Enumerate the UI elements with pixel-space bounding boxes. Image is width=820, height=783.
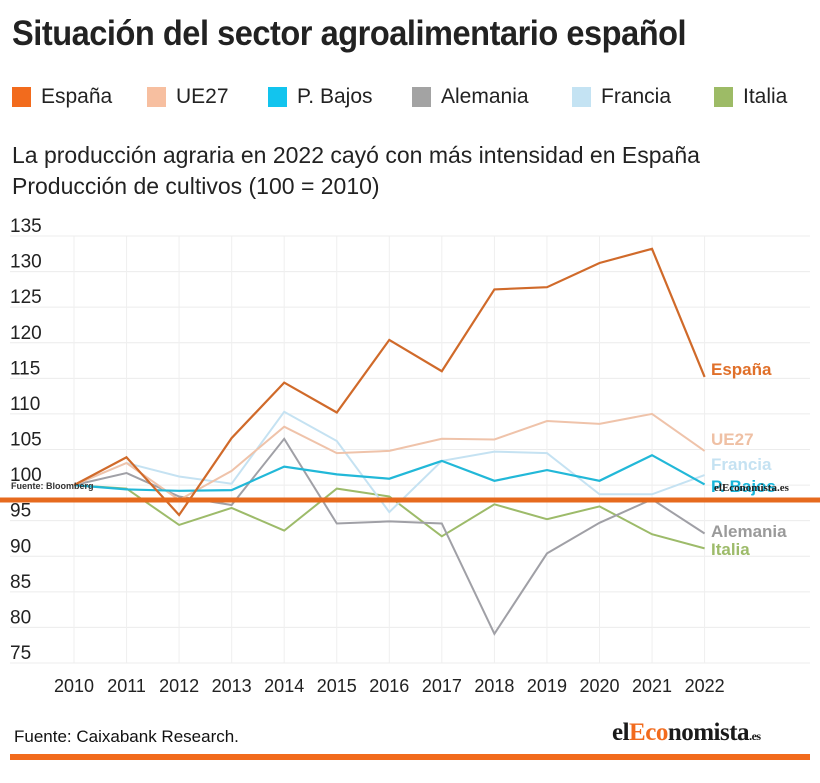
x-tick-label: 2017 <box>422 676 462 696</box>
y-tick-label: 130 <box>10 252 42 273</box>
y-tick-label: 95 <box>10 501 31 522</box>
legend-swatch-espana <box>12 87 31 107</box>
y-tick-label: 85 <box>10 572 31 593</box>
y-tick-label: 90 <box>10 536 31 557</box>
logo-el: el <box>612 719 630 746</box>
x-tick-label: 2014 <box>264 676 304 696</box>
y-tick-label: 125 <box>10 287 42 308</box>
legend-label: España <box>41 85 113 108</box>
series-lines <box>73 247 706 636</box>
legend-item-alemania: Alemania <box>412 85 529 109</box>
y-tick-label: 110 <box>10 394 40 415</box>
end-label-italia: Italia <box>711 540 750 559</box>
chart-subtitle: La producción agraria en 2022 cayó con m… <box>12 142 700 168</box>
legend-label: Francia <box>601 85 672 108</box>
legend-item-espana: España <box>12 85 112 109</box>
grid <box>10 235 810 664</box>
overlay-source-text: Fuente: Bloomberg <box>11 481 94 491</box>
legend-item-ue27: UE27 <box>147 85 229 109</box>
logo-nomista: nomista <box>667 719 750 746</box>
y-tick-label: 120 <box>10 323 42 344</box>
legend-item-francia: Francia <box>572 85 671 109</box>
end-label-alemania: Alemania <box>711 522 787 541</box>
legend-label: Alemania <box>441 85 529 108</box>
legend-label: Italia <box>743 85 788 108</box>
end-label-p-bajos: P. Bajos <box>711 477 776 496</box>
x-tick-label: 2016 <box>369 676 409 696</box>
x-tick-label: 2020 <box>579 676 619 696</box>
series-line-italia <box>73 484 705 550</box>
logo-tld: .es <box>749 729 761 743</box>
legend-swatch-ue27 <box>147 87 166 107</box>
chart-units-note: Producción de cultivos (100 = 2010) <box>12 173 380 199</box>
y-axis-ticks: 135 130 125 120 115 110 105 100 95 90 85 80 75 <box>10 216 42 664</box>
series-line-francia <box>73 410 705 514</box>
y-tick-label: 135 <box>10 216 42 237</box>
legend-label: P. Bajos <box>297 85 373 108</box>
y-tick-label: 75 <box>10 643 31 664</box>
bottom-rule <box>10 754 810 760</box>
y-tick-label: 100 <box>10 465 42 486</box>
page-title: Situación del sector agroalimentario esp… <box>12 14 687 53</box>
legend-item-italia: Italia <box>714 85 787 109</box>
y-tick-label: 80 <box>10 607 31 628</box>
watermark-small: elEconomista.es <box>714 482 790 494</box>
y-tick-label: 105 <box>10 430 42 451</box>
legend-item-p-bajos: P. Bajos <box>268 85 373 109</box>
x-axis-ticks: 2010 2011 2012 2013 2014 2015 2016 2017 2018 2019… <box>54 676 725 696</box>
x-tick-label: 2018 <box>474 676 514 696</box>
x-tick-label: 2012 <box>159 676 199 696</box>
y-tick-label: 115 <box>10 358 40 379</box>
legend-swatch-francia <box>572 87 591 107</box>
series-line-p-bajos <box>73 453 706 492</box>
x-tick-label: 2015 <box>317 676 357 696</box>
legend-swatch-alemania <box>412 87 431 107</box>
logo: elEconomista.es <box>612 719 761 747</box>
x-tick-label: 2011 <box>107 676 146 696</box>
x-tick-label: 2010 <box>54 676 94 696</box>
x-tick-label: 2013 <box>212 676 252 696</box>
end-label-ue27: UE27 <box>711 430 754 449</box>
end-label-espana: España <box>711 360 772 379</box>
legend-swatch-p-bajos <box>268 87 287 107</box>
x-tick-label: 2019 <box>527 676 567 696</box>
footer-source: Fuente: Caixabank Research. <box>14 727 239 746</box>
overlays: Fuente: Bloomberg elEconomista.es <box>0 481 820 503</box>
legend-swatch-italia <box>714 87 733 107</box>
x-tick-label: 2021 <box>632 676 672 696</box>
x-tick-label: 2022 <box>685 676 725 696</box>
orange-rule-overlay <box>0 497 820 503</box>
end-label-francia: Francia <box>711 455 772 474</box>
logo-eco: Eco <box>629 719 668 746</box>
legend-label: UE27 <box>176 85 229 108</box>
